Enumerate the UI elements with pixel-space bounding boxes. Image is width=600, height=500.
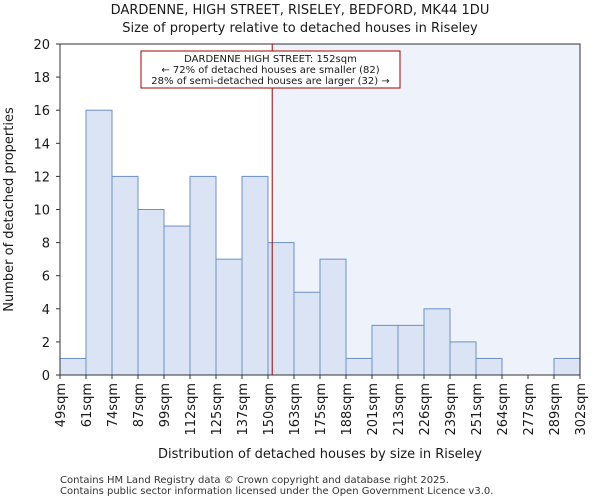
bar-201sqm: [371, 324, 399, 376]
x-tick-label: 277sqm: [522, 383, 537, 436]
bar-289sqm: [553, 357, 581, 376]
y-tick-label: 16: [33, 104, 50, 119]
annotation-box: [140, 50, 401, 89]
bar-175sqm: [319, 258, 347, 376]
chart-title: DARDENNE, HIGH STREET, RISELEY, BEDFORD,…: [111, 3, 490, 18]
y-tick-label: 12: [33, 170, 50, 185]
bar-163sqm: [293, 291, 321, 376]
y-tick-label: 10: [33, 204, 50, 219]
x-tick-label: 213sqm: [392, 383, 407, 436]
x-tick-label: 61sqm: [80, 383, 95, 427]
bar-112sqm: [189, 175, 217, 376]
x-tick-label: 289sqm: [548, 383, 563, 436]
x-tick-label: 201sqm: [366, 383, 381, 436]
bar-251sqm: [475, 357, 503, 376]
bar-137sqm: [241, 175, 269, 376]
x-tick-label: 226sqm: [418, 383, 433, 436]
x-tick-label: 251sqm: [470, 383, 485, 436]
x-tick-label: 264sqm: [496, 383, 511, 436]
y-tick-label: 0: [42, 369, 50, 384]
x-tick-label: 49sqm: [54, 383, 69, 427]
y-tick-label: 6: [42, 270, 50, 285]
x-tick-label: 150sqm: [262, 383, 277, 436]
bar-49sqm: [59, 357, 87, 376]
bar-61sqm: [85, 109, 113, 376]
y-tick-label: 4: [42, 303, 50, 318]
x-tick-label: 137sqm: [236, 383, 251, 436]
annotation-line-1: DARDENNE HIGH STREET: 152sqm: [184, 54, 357, 65]
chart-subtitle: Size of property relative to detached ho…: [122, 21, 478, 36]
x-tick-label: 175sqm: [314, 383, 329, 436]
bar-226sqm: [423, 308, 451, 376]
bar-74sqm: [111, 175, 139, 376]
y-axis-label: Number of detached properties: [2, 107, 17, 312]
y-tick-label: 2: [42, 336, 50, 351]
y-tick-label: 8: [42, 237, 50, 252]
x-tick-label: 239sqm: [444, 383, 459, 436]
bar-213sqm: [397, 324, 425, 376]
x-tick-label: 74sqm: [106, 383, 121, 427]
y-tick-label: 20: [33, 38, 50, 53]
y-tick-label: 18: [33, 71, 50, 86]
y-axis: 0 2 4 6 8 10 12 14 16 18 20: [33, 38, 60, 384]
footer-line-2: Contains public sector information licen…: [60, 486, 493, 497]
x-tick-label: 302sqm: [574, 383, 589, 436]
x-tick-label: 188sqm: [340, 383, 355, 436]
annotation-line-3: 28% of semi-detached houses are larger (…: [151, 76, 389, 87]
bar-87sqm: [137, 209, 165, 376]
bar-239sqm: [449, 341, 477, 376]
bar-99sqm: [163, 225, 191, 376]
x-tick-label: 99sqm: [158, 383, 173, 427]
footer-line-1: Contains HM Land Registry data © Crown c…: [60, 475, 449, 486]
x-tick-label: 87sqm: [132, 383, 147, 427]
x-tick-label: 163sqm: [288, 383, 303, 436]
bar-188sqm: [345, 357, 373, 376]
x-tick-label: 125sqm: [210, 383, 225, 436]
y-tick-label: 14: [33, 137, 50, 152]
x-axis-label: Distribution of detached houses by size …: [158, 447, 482, 462]
annotation-line-2: ← 72% of detached houses are smaller (82…: [161, 65, 379, 76]
x-tick-label: 112sqm: [184, 383, 199, 436]
bar-125sqm: [215, 258, 243, 376]
bars: [59, 109, 581, 376]
x-axis: 49sqm 61sqm 74sqm 87sqm 99sqm 112sqm 125sqm 137…: [54, 375, 589, 436]
